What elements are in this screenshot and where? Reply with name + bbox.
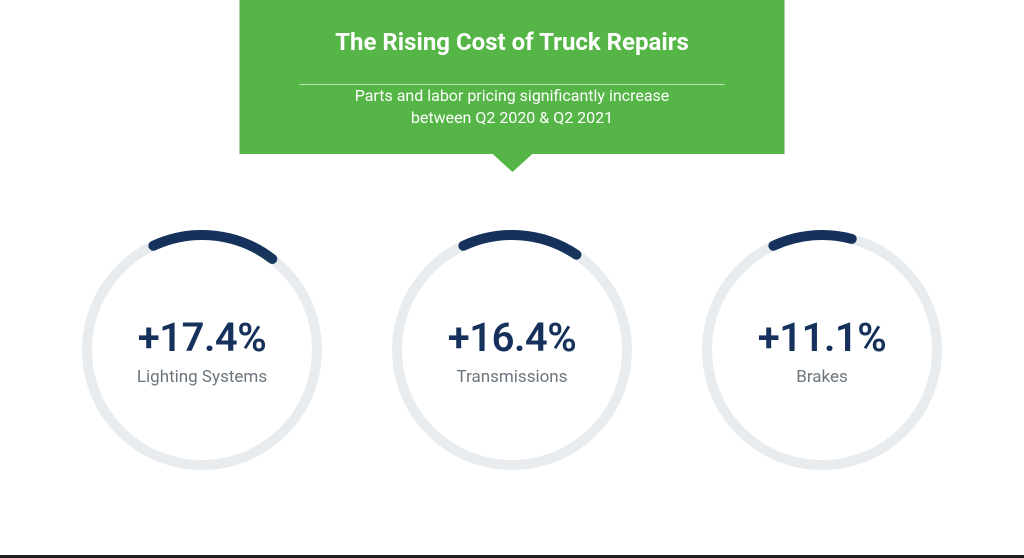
- gauge-center: +16.4% Transmissions: [448, 314, 576, 387]
- gauge-label: Brakes: [796, 367, 848, 387]
- header-subtitle-line1: Parts and labor pricing significantly in…: [355, 86, 670, 105]
- header-banner: The Rising Cost of Truck Repairs Parts a…: [240, 0, 785, 154]
- gauge-value: +11.1%: [758, 314, 886, 361]
- gauges-row: +17.4% Lighting Systems +16.4% Transmiss…: [0, 230, 1024, 470]
- gauge-brakes: +11.1% Brakes: [702, 230, 942, 470]
- gauge-label: Lighting Systems: [137, 367, 267, 387]
- gauge-transmissions: +16.4% Transmissions: [392, 230, 632, 470]
- gauge-label: Transmissions: [457, 367, 568, 387]
- gauge-lighting-systems: +17.4% Lighting Systems: [82, 230, 322, 470]
- gauge-center: +11.1% Brakes: [758, 314, 886, 387]
- gauge-value: +17.4%: [138, 314, 266, 361]
- header-subtitle-line2: between Q2 2020 & Q2 2021: [411, 108, 613, 127]
- header-subtitle: Parts and labor pricing significantly in…: [300, 85, 725, 130]
- gauge-center: +17.4% Lighting Systems: [137, 314, 267, 387]
- header-title: The Rising Cost of Truck Repairs: [300, 28, 725, 70]
- gauge-value: +16.4%: [448, 314, 576, 361]
